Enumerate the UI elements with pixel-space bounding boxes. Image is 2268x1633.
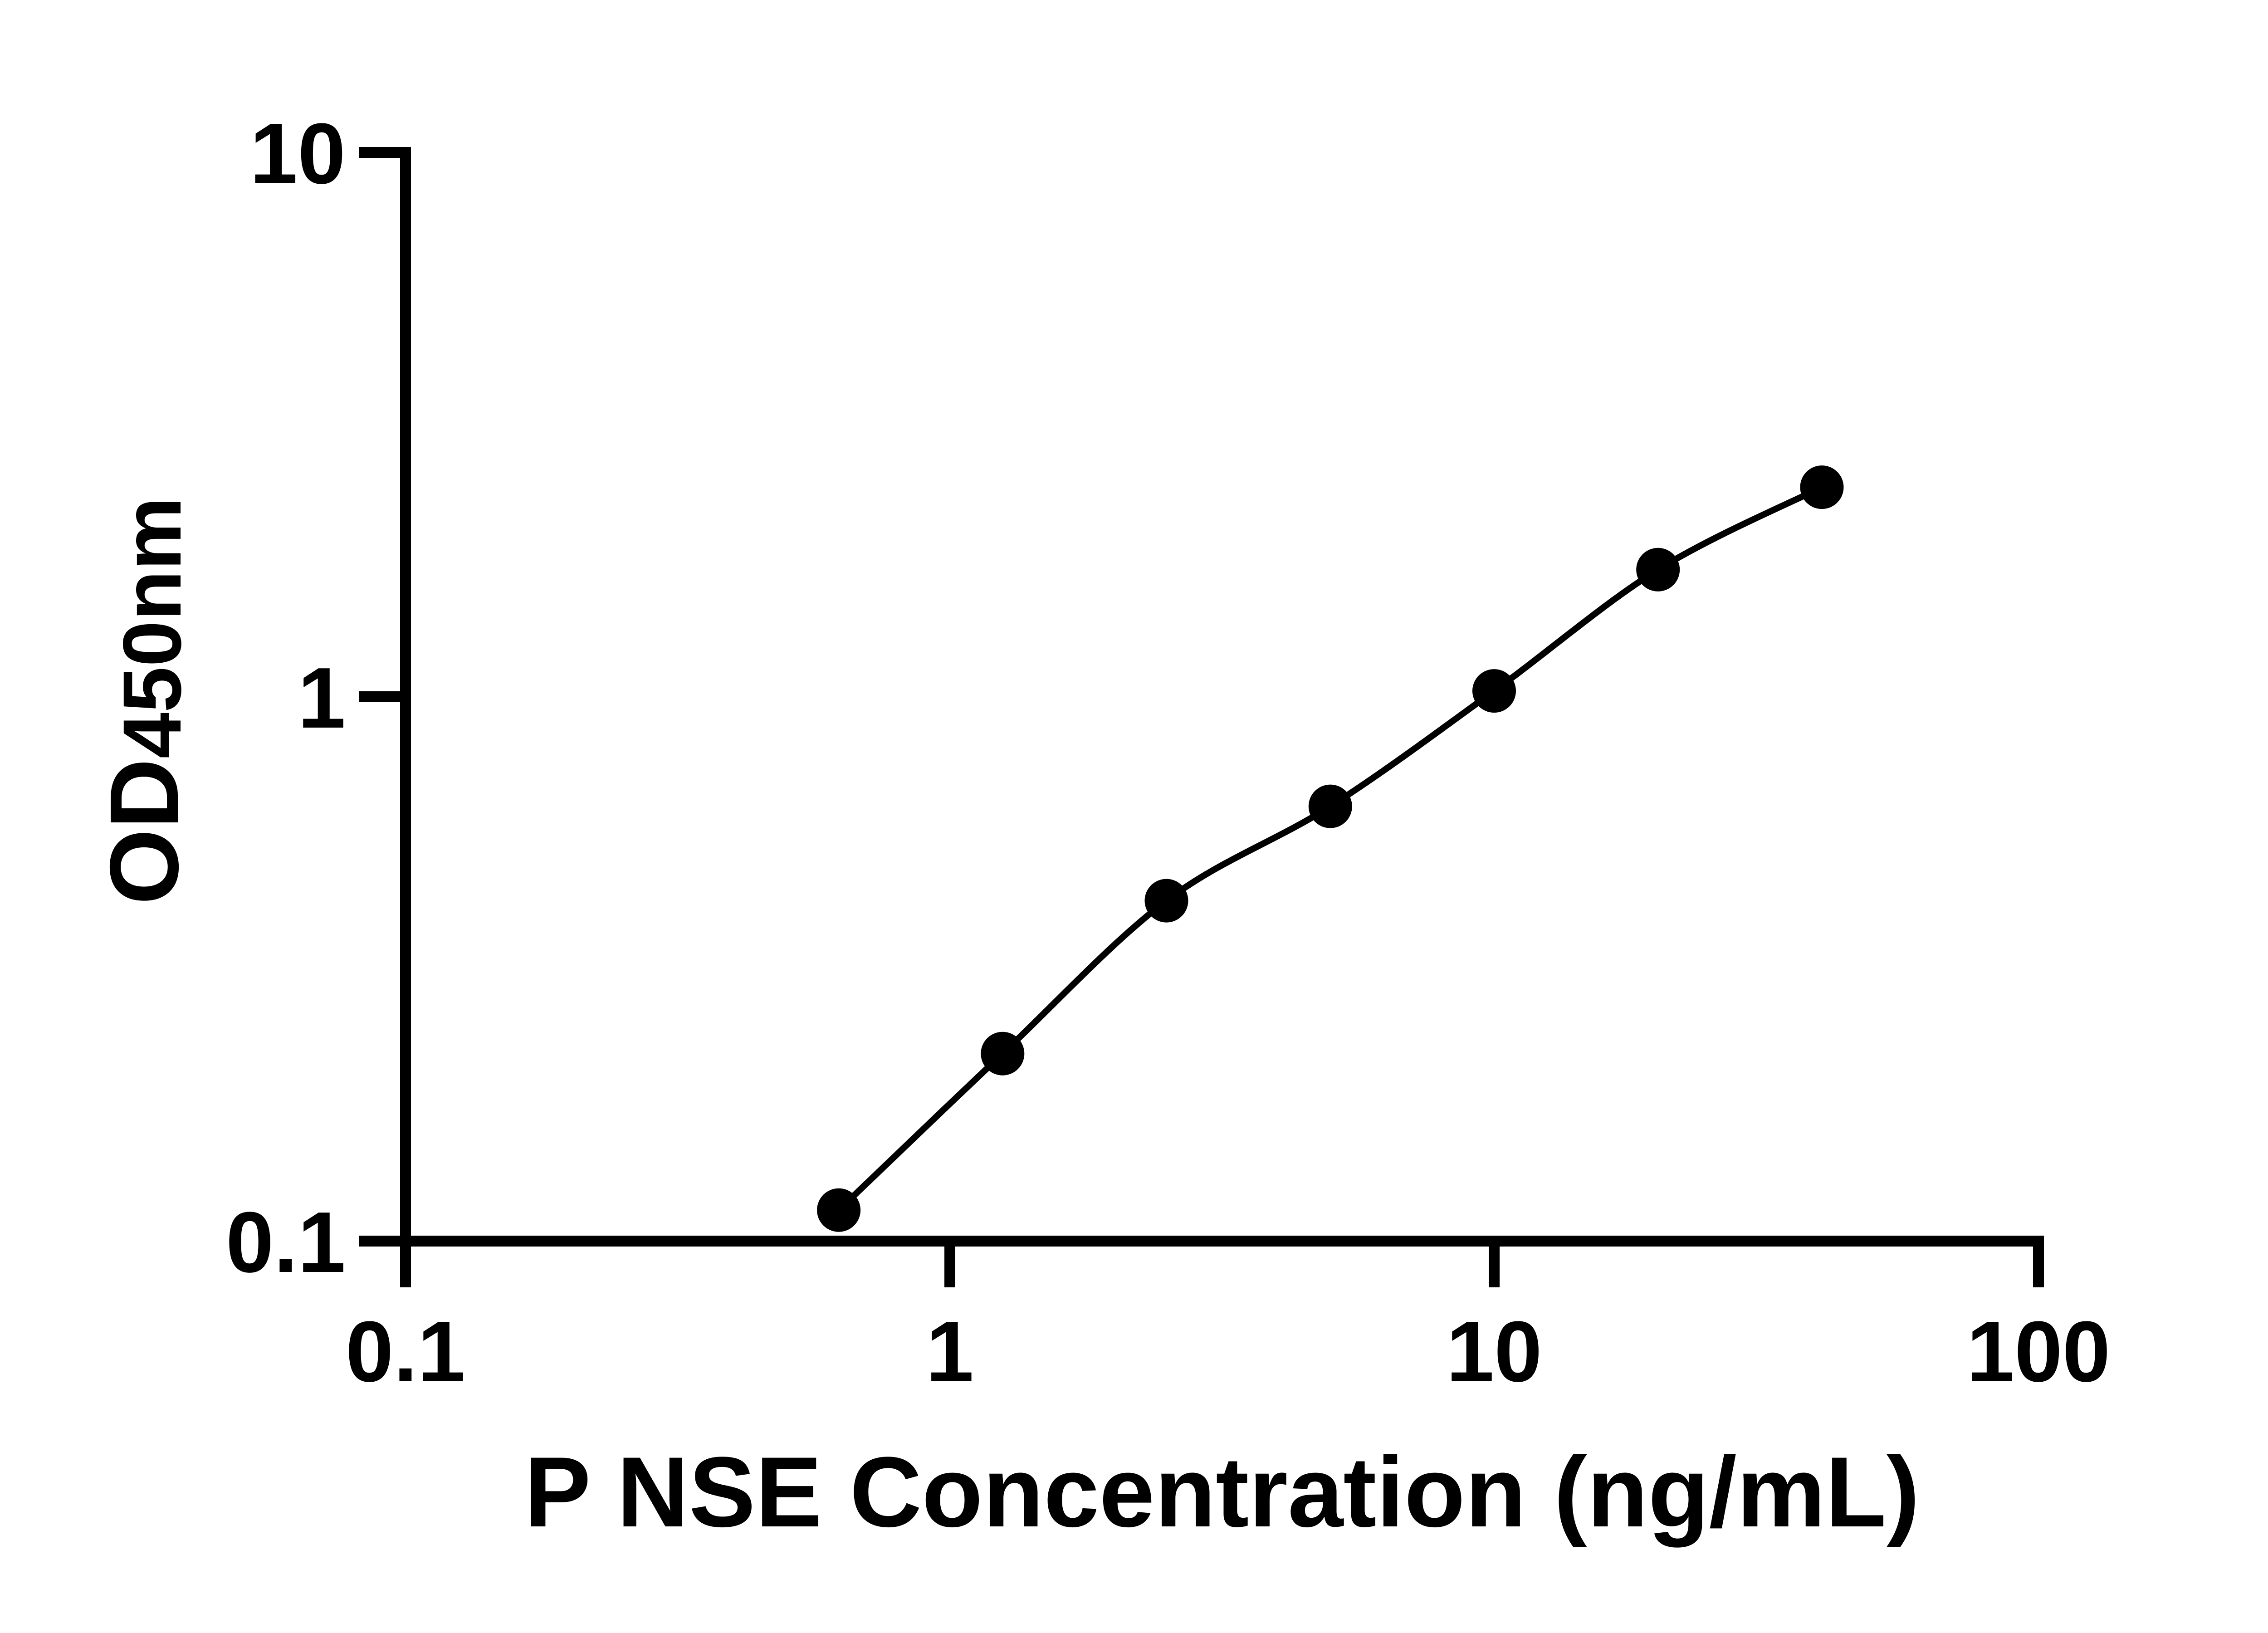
data-point (1308, 784, 1352, 828)
fit-curve (836, 484, 1823, 1213)
x-axis-line (400, 1236, 2044, 1247)
data-point (1472, 669, 1516, 713)
y-axis-line (400, 147, 411, 1247)
y-tick (359, 691, 400, 702)
data-point (1144, 879, 1188, 923)
y-tick (359, 147, 400, 158)
x-tick-label: 100 (1966, 1304, 2110, 1400)
y-axis-title-subscript: 450nm (106, 497, 198, 758)
x-axis-title: P NSE Concentration (ng/mL) (524, 1436, 1920, 1548)
y-axis-title-main: OD (89, 758, 199, 905)
x-tick (944, 1247, 955, 1287)
x-tick (400, 1247, 411, 1287)
data-point (981, 1032, 1025, 1076)
data-point (817, 1188, 861, 1232)
x-tick-label: 0.1 (346, 1304, 465, 1400)
y-tick-label: 10 (250, 106, 346, 202)
x-tick (1489, 1247, 1500, 1287)
y-tick-label: 1 (298, 650, 346, 746)
x-tick (2033, 1247, 2044, 1287)
x-tick-label: 10 (1446, 1304, 1542, 1400)
y-axis-title: OD450nm (89, 497, 199, 905)
y-tick (359, 1236, 400, 1247)
y-tick-label: 0.1 (226, 1194, 346, 1291)
data-point (1800, 465, 1844, 509)
x-tick-label: 1 (926, 1304, 974, 1400)
data-point (1636, 548, 1680, 592)
